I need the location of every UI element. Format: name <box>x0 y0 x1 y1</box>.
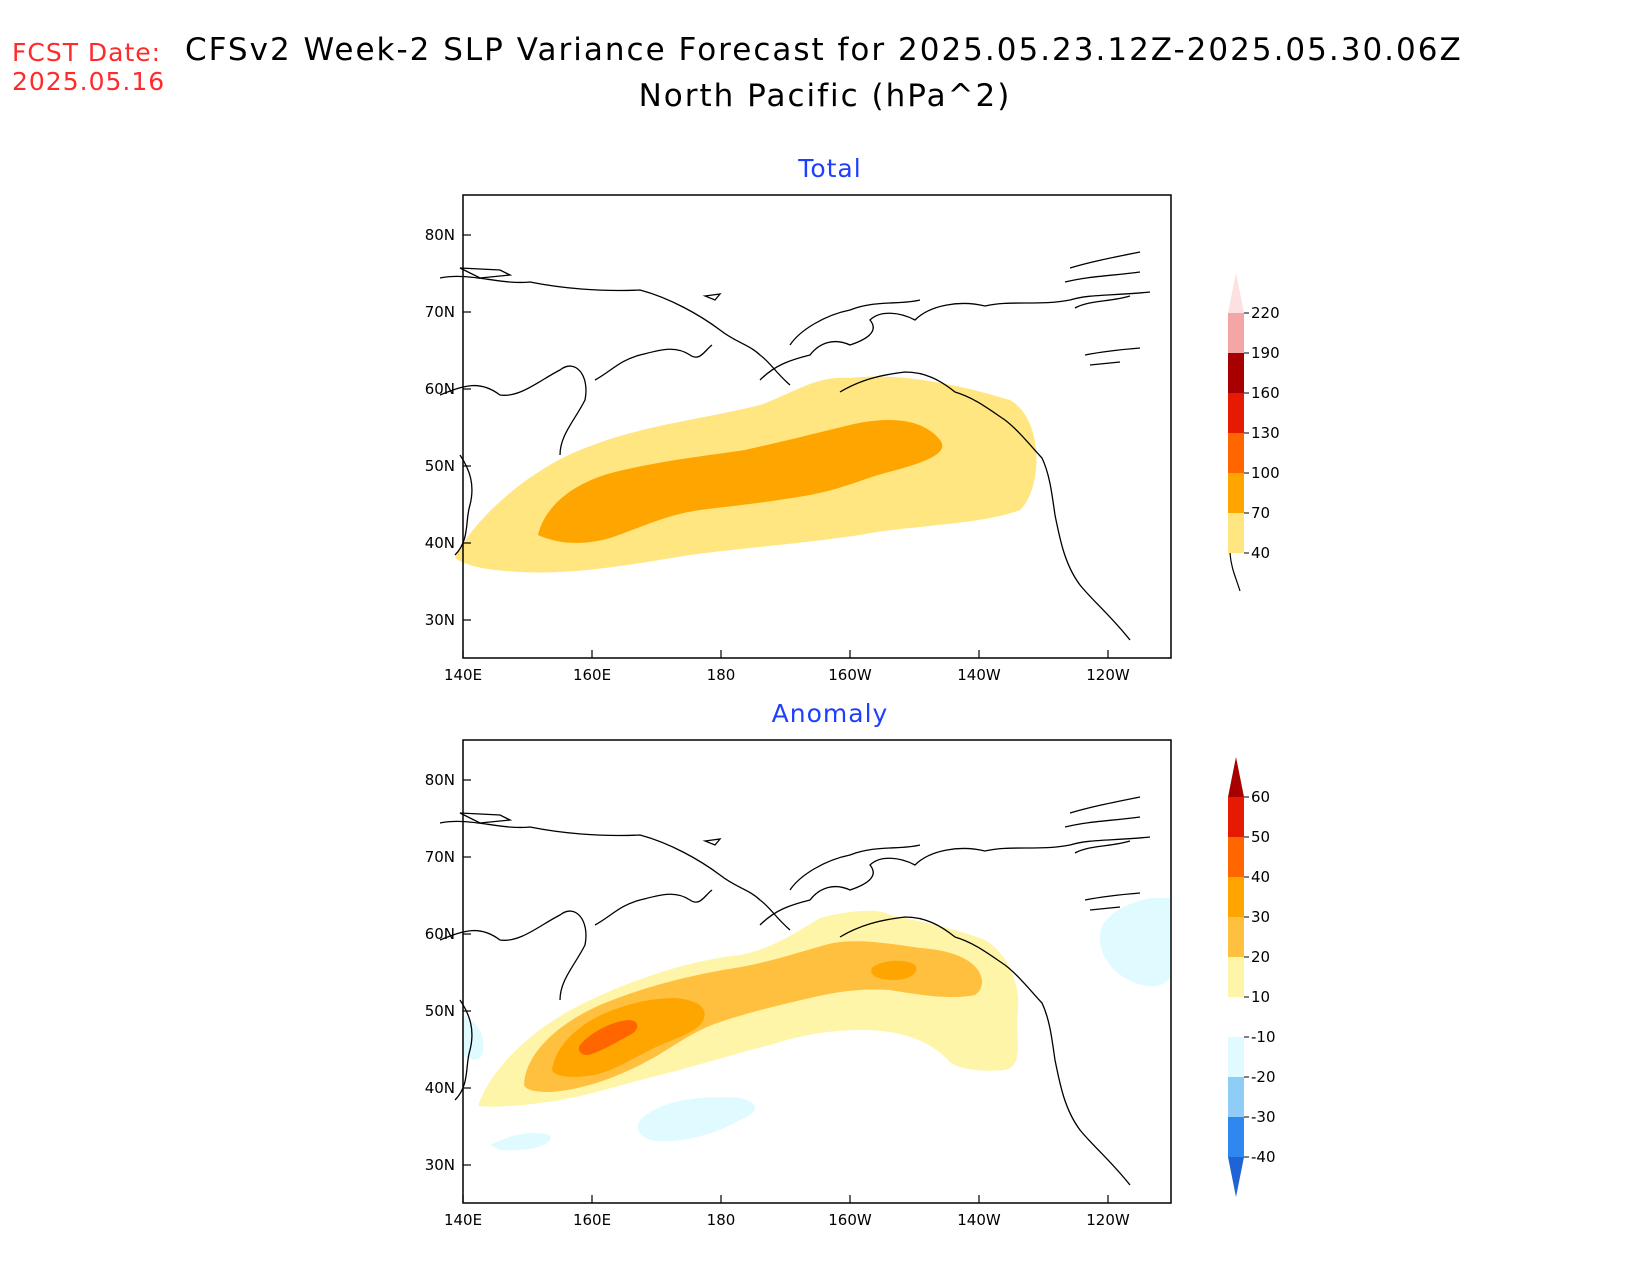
colorbar-swatch <box>1228 837 1244 877</box>
lat-label-70N: 70N <box>425 848 455 866</box>
forecast-date-label: FCST Date: 2025.05.16 <box>12 38 165 96</box>
lat-label-50N: 50N <box>425 457 455 475</box>
lat-label-40N: 40N <box>425 1079 455 1097</box>
colorbar-swatch <box>1228 433 1244 473</box>
lon-label-120W: 120W <box>1086 666 1130 684</box>
anomaly-contour-neg10-south <box>637 1097 755 1142</box>
lat-label-60N: 60N <box>425 380 455 398</box>
fcst-date-value: 2025.05.16 <box>12 67 166 96</box>
lon-label-120W: 120W <box>1086 1211 1130 1229</box>
anomaly-contour-30 <box>552 998 705 1077</box>
lon-label-160E: 160E <box>573 666 611 684</box>
colorbar-swatch <box>1228 997 1244 1037</box>
lat-label-60N: 60N <box>425 925 455 943</box>
colorbar-label-40: 40 <box>1251 544 1270 562</box>
lon-label-180: 180 <box>707 666 736 684</box>
colorbar-swatch <box>1228 877 1244 917</box>
colorbar-swatch <box>1228 1037 1244 1077</box>
colorbar-label-20: 20 <box>1251 948 1270 966</box>
lat-label-80N: 80N <box>425 771 455 789</box>
colorbar-label-70: 70 <box>1251 504 1270 522</box>
total-coastlines <box>439 251 1151 641</box>
anomaly-contour-30-east <box>871 960 917 980</box>
colorbar-label-60: 60 <box>1251 788 1270 806</box>
colorbar-total: 40 70 100 130 160 190 220 <box>1228 273 1280 592</box>
anomaly-contour-neg10-west <box>463 1015 484 1060</box>
anomaly-contour-neg10-east <box>1099 898 1171 987</box>
panel-title-total: Total <box>798 154 862 183</box>
lat-label-40N: 40N <box>425 534 455 552</box>
colorbar-swatch <box>1228 273 1244 313</box>
colorbar-label-40: 40 <box>1251 868 1270 886</box>
colorbar-swatch <box>1228 313 1244 353</box>
colorbar-label--10: -10 <box>1251 1028 1276 1046</box>
lon-label-140W: 140W <box>957 1211 1001 1229</box>
anomaly-contour-neg10-sw <box>490 1133 551 1151</box>
colorbar-label-10: 10 <box>1251 988 1270 1006</box>
lon-label-160E: 160E <box>573 1211 611 1229</box>
lat-label-50N: 50N <box>425 1002 455 1020</box>
panel-title-anomaly: Anomaly <box>771 699 889 728</box>
lat-label-30N: 30N <box>425 611 455 629</box>
colorbar-anomaly: -40 -30 -20 -10 10 20 30 40 50 60 <box>1228 757 1276 1197</box>
lat-label-70N: 70N <box>425 303 455 321</box>
lon-label-140E: 140E <box>444 666 482 684</box>
colorbar-swatch <box>1228 797 1244 837</box>
lon-label-160W: 160W <box>828 666 872 684</box>
colorbar-label-100: 100 <box>1251 464 1280 482</box>
colorbar-swatch <box>1228 917 1244 957</box>
colorbar-label--40: -40 <box>1251 1148 1276 1166</box>
lon-label-180: 180 <box>707 1211 736 1229</box>
colorbar-label-130: 130 <box>1251 424 1280 442</box>
colorbar-swatch <box>1228 353 1244 393</box>
colorbar-label--20: -20 <box>1251 1068 1276 1086</box>
colorbar-label-190: 190 <box>1251 344 1280 362</box>
total-contour-70 <box>538 420 943 543</box>
colorbar-swatch <box>1228 957 1244 997</box>
colorbar-label--30: -30 <box>1251 1108 1276 1126</box>
colorbar-end <box>1229 552 1241 592</box>
lon-label-160W: 160W <box>828 1211 872 1229</box>
colorbar-swatch <box>1228 473 1244 513</box>
colorbar-label-30: 30 <box>1251 908 1270 926</box>
map-frame-total <box>462 194 1172 659</box>
map-total: 80N 70N 60N 50N 40N 30N 140E 160E 180 160W 140W 12… <box>425 194 1172 684</box>
fcst-date-caption: FCST Date: <box>12 38 162 67</box>
colorbar-swatch <box>1228 1117 1244 1157</box>
colorbar-label-220: 220 <box>1251 304 1280 322</box>
anomaly-contour-40 <box>578 1020 638 1055</box>
colorbar-label-160: 160 <box>1251 384 1280 402</box>
lat-label-80N: 80N <box>425 226 455 244</box>
colorbar-swatch <box>1228 1157 1244 1197</box>
map-frame-anomaly <box>462 739 1172 1204</box>
lon-label-140E: 140E <box>444 1211 482 1229</box>
colorbar-swatch <box>1228 757 1244 797</box>
subtitle: North Pacific (hPa^2) <box>638 78 1012 114</box>
map-anomaly: 80N 70N 60N 50N 40N 30N 140E 160E 180 160W 140W 12… <box>425 739 1172 1229</box>
main-title: CFSv2 Week-2 SLP Variance Forecast for 2… <box>185 32 1463 68</box>
colorbar-swatch <box>1228 393 1244 433</box>
colorbar-swatch <box>1228 513 1244 553</box>
lon-label-140W: 140W <box>957 666 1001 684</box>
anomaly-coastlines <box>439 796 1151 1186</box>
colorbar-swatch <box>1228 1077 1244 1117</box>
colorbar-label-50: 50 <box>1251 828 1270 846</box>
lat-label-30N: 30N <box>425 1156 455 1174</box>
